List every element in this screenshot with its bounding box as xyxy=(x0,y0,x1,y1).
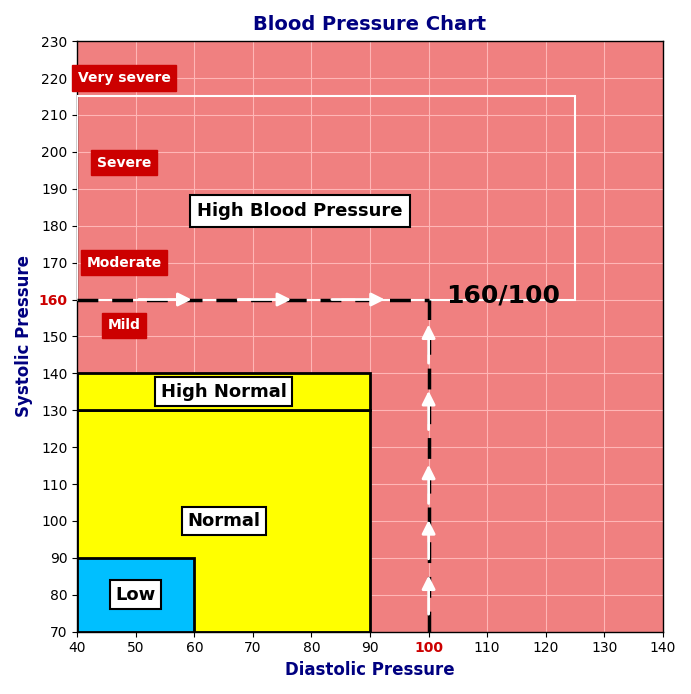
Text: Severe: Severe xyxy=(97,156,151,170)
Text: Very severe: Very severe xyxy=(77,71,171,85)
Text: Moderate: Moderate xyxy=(86,255,162,269)
Bar xyxy=(77,410,370,632)
Text: Normal: Normal xyxy=(187,512,260,530)
Text: Mild: Mild xyxy=(108,319,140,332)
X-axis label: Diastolic Pressure: Diastolic Pressure xyxy=(285,661,455,679)
Text: Low: Low xyxy=(115,586,156,604)
Y-axis label: Systolic Pressure: Systolic Pressure xyxy=(15,255,33,417)
Text: 160/100: 160/100 xyxy=(446,284,560,308)
Title: Blood Pressure Chart: Blood Pressure Chart xyxy=(254,15,486,34)
Text: High Blood Pressure: High Blood Pressure xyxy=(197,202,403,220)
Bar xyxy=(77,96,575,300)
Bar xyxy=(77,373,370,410)
Text: High Normal: High Normal xyxy=(161,383,287,401)
Bar xyxy=(77,558,194,632)
